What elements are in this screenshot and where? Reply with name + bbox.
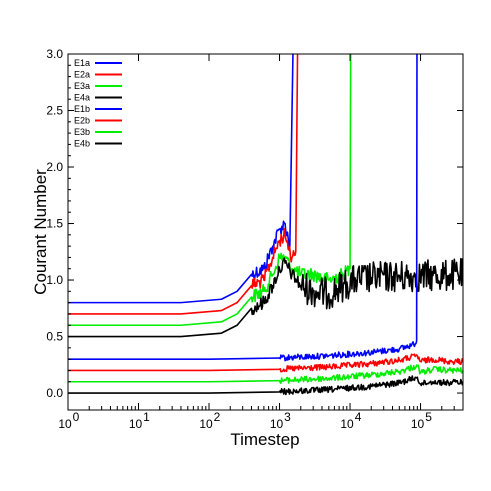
legend-label: E1b xyxy=(74,104,90,114)
legend-item-e3b: E3b xyxy=(74,127,122,137)
x-tick-label: 10 xyxy=(58,417,72,431)
series-line-e3b xyxy=(68,364,463,384)
legend-item-e2a: E2a xyxy=(74,70,122,80)
x-tick-exponent: 3 xyxy=(284,410,291,424)
series-line-e4a xyxy=(68,257,463,338)
x-tick-label: 10 xyxy=(270,417,284,431)
x-tick-exponent: 5 xyxy=(425,410,432,424)
axes-layer xyxy=(67,53,464,411)
legend-label: E1a xyxy=(74,58,90,68)
x-tick-label: 10 xyxy=(199,417,213,431)
y-tick-label: 2.0 xyxy=(46,160,63,174)
x-tick-label: 10 xyxy=(411,417,425,431)
legend-item-e4a: E4a xyxy=(74,93,122,103)
x-tick-exponent: 0 xyxy=(73,410,80,424)
series-line-e1a xyxy=(68,54,294,304)
legend-label: E3b xyxy=(74,127,90,137)
legend-item-e3a: E3a xyxy=(74,81,122,91)
x-axis-title: Timestep xyxy=(230,430,299,449)
x-tick-exponent: 4 xyxy=(355,410,362,424)
legend-item-e4b: E4b xyxy=(74,139,122,149)
x-tick-label: 10 xyxy=(340,417,354,431)
x-tick-exponent: 1 xyxy=(143,410,150,424)
series-layer xyxy=(68,54,463,396)
series-line-e1b xyxy=(68,54,418,362)
y-tick-label: 1.0 xyxy=(46,273,63,287)
y-tick-label: 3.0 xyxy=(46,47,63,61)
legend-item-e1a: E1a xyxy=(74,58,122,68)
plot-frame xyxy=(67,53,464,411)
legend-label: E2b xyxy=(74,116,90,126)
legend-item-e1b: E1b xyxy=(74,104,122,114)
legend-item-e2b: E2b xyxy=(74,116,122,126)
series-line-e2b xyxy=(68,353,463,373)
legend-label: E2a xyxy=(74,70,90,80)
series-line-e2a xyxy=(68,54,299,315)
y-axis-title: Courant Number xyxy=(31,169,50,295)
legend-label: E3a xyxy=(74,81,90,91)
x-tick-exponent: 2 xyxy=(214,410,221,424)
legend-label: E4a xyxy=(74,93,90,103)
y-tick-label: 1.5 xyxy=(46,217,63,231)
y-tick-label: 0.0 xyxy=(46,386,63,400)
ticks-layer: 0.00.51.01.52.02.53.010 0 10 1 10 2 10 3 10 4 10 5 xyxy=(46,47,464,431)
series-line-e4b xyxy=(68,375,463,396)
x-tick-label: 10 xyxy=(129,417,143,431)
y-tick-label: 0.5 xyxy=(46,330,63,344)
y-tick-label: 2.5 xyxy=(46,104,63,118)
legend-label: E4b xyxy=(74,139,90,149)
series-line-e3a xyxy=(68,54,352,327)
